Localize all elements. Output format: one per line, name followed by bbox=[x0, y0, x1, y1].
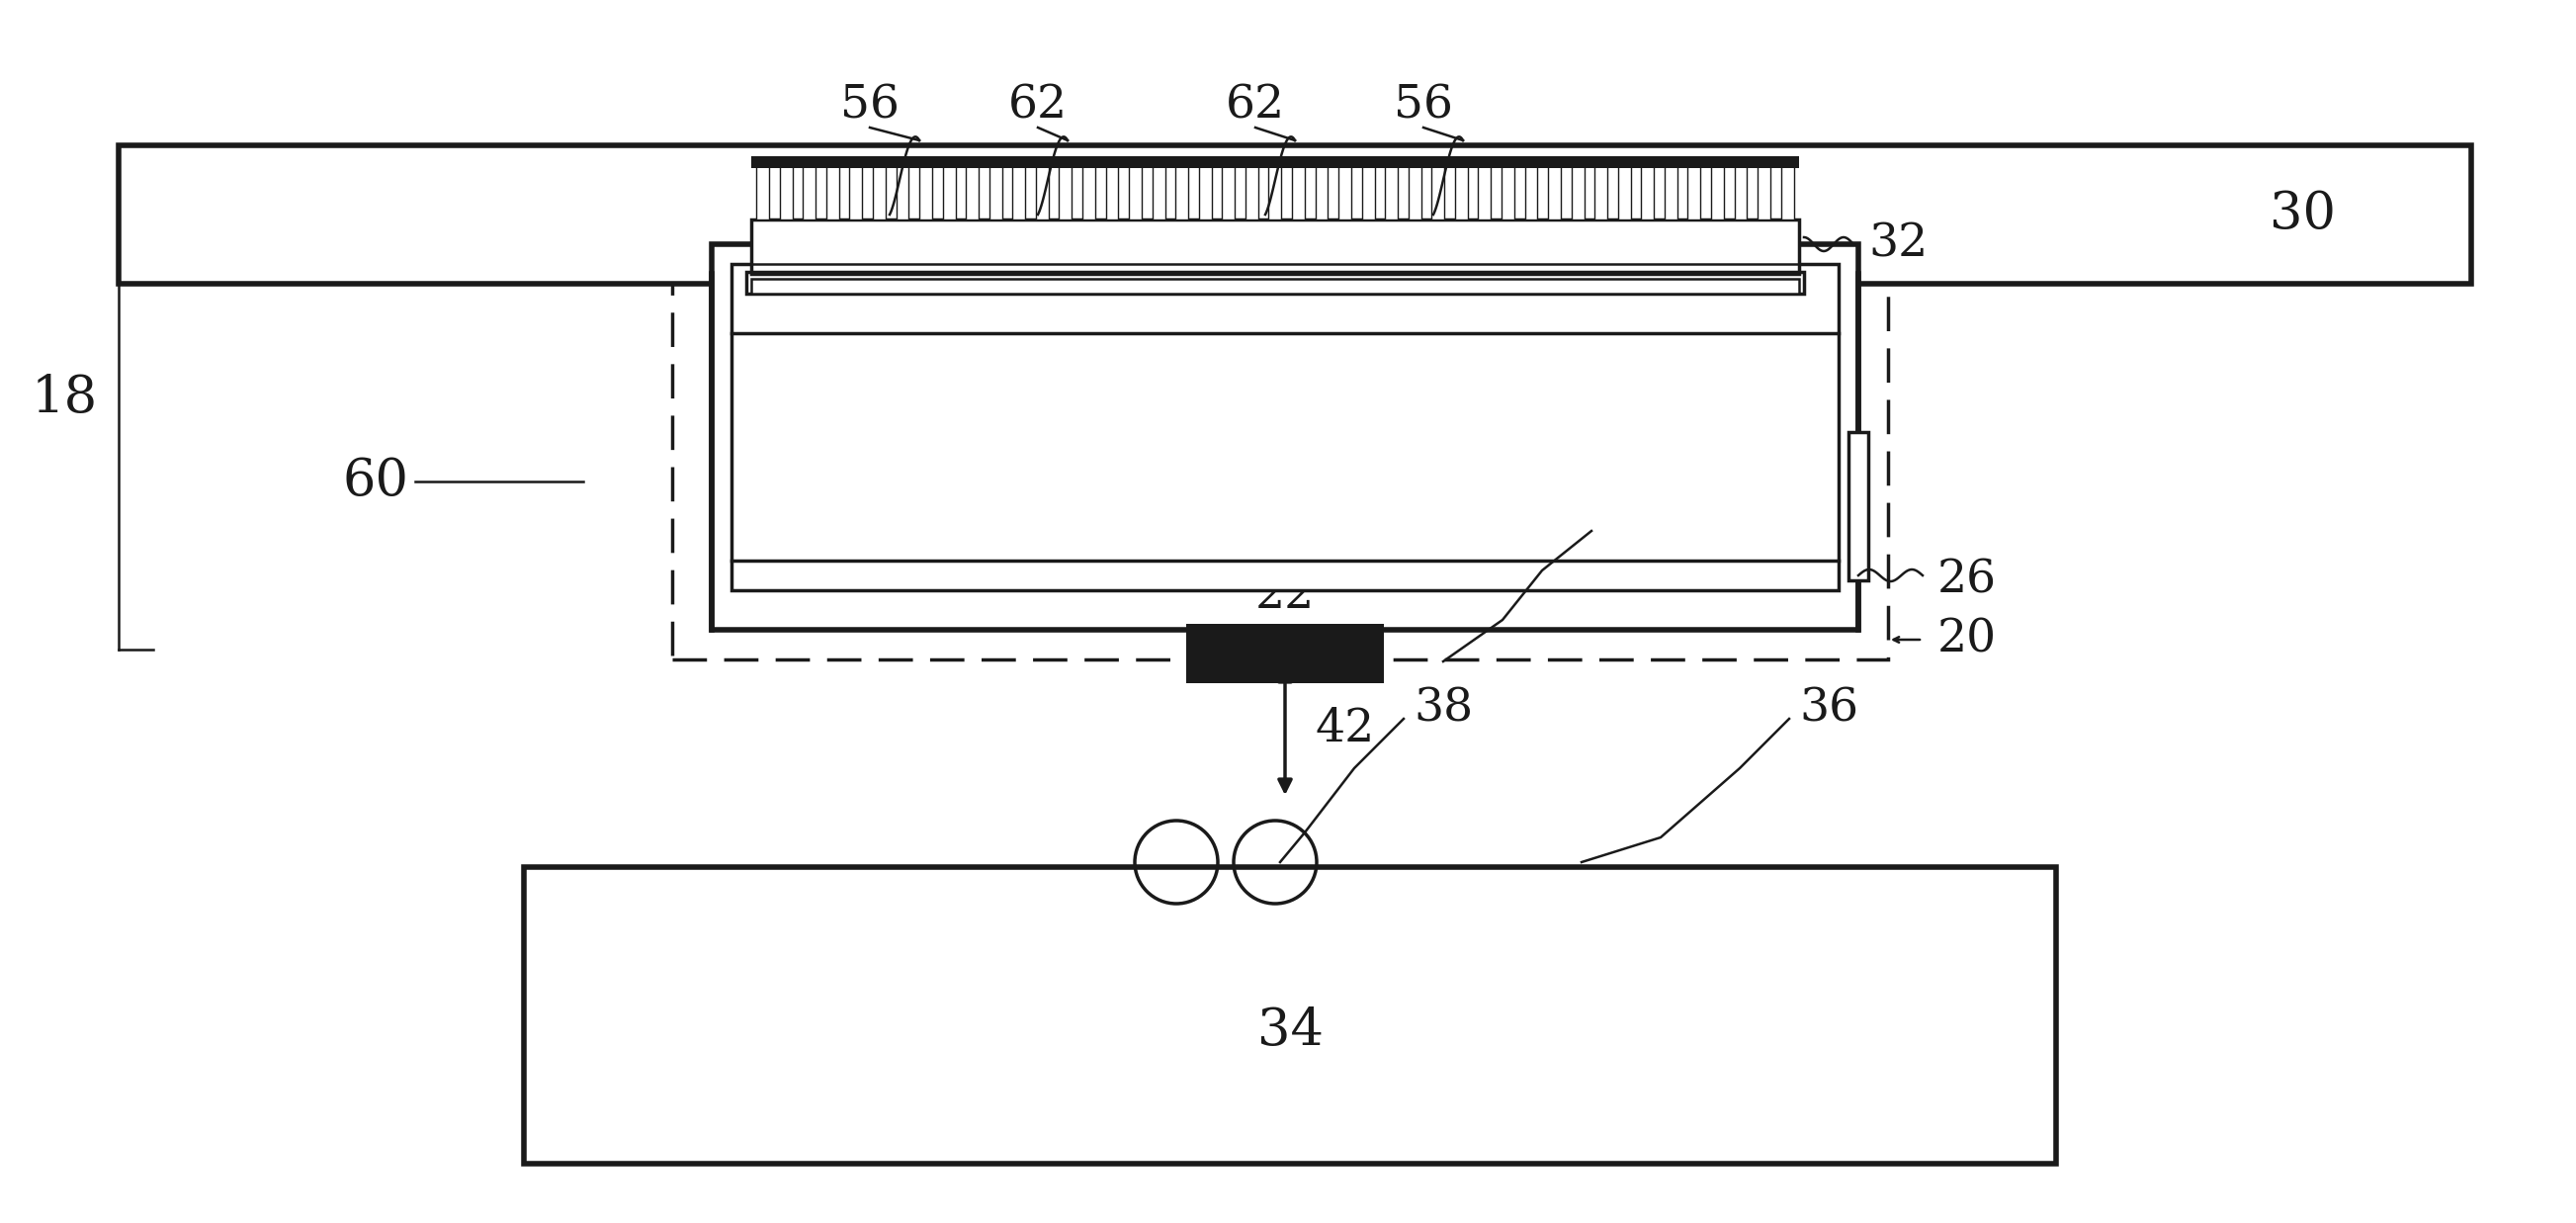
Bar bbox=[1641, 160, 1654, 219]
Bar bbox=[1734, 160, 1747, 219]
Text: 32: 32 bbox=[1868, 221, 1927, 267]
Bar bbox=[711, 245, 1857, 630]
Bar bbox=[1780, 160, 1793, 219]
Bar bbox=[966, 160, 979, 219]
Bar bbox=[1618, 160, 1631, 219]
Bar bbox=[1221, 160, 1234, 219]
Bar bbox=[747, 272, 1803, 294]
Bar bbox=[752, 219, 1798, 274]
Bar bbox=[1244, 160, 1257, 219]
Bar bbox=[1455, 160, 1468, 219]
Bar bbox=[1502, 160, 1515, 219]
Bar bbox=[896, 160, 909, 219]
Text: 56: 56 bbox=[1394, 83, 1453, 128]
Bar bbox=[989, 160, 1002, 219]
Text: 56: 56 bbox=[840, 83, 899, 128]
Text: 34: 34 bbox=[1257, 1005, 1324, 1055]
Bar bbox=[523, 867, 2056, 1163]
Bar bbox=[752, 157, 1798, 168]
Bar bbox=[1687, 160, 1700, 219]
Bar bbox=[1316, 160, 1329, 219]
Bar bbox=[873, 160, 886, 219]
Bar bbox=[752, 279, 1798, 294]
Text: 26: 26 bbox=[1937, 558, 1996, 603]
Bar bbox=[1128, 160, 1141, 219]
Bar bbox=[1012, 160, 1025, 219]
Text: 38: 38 bbox=[1414, 686, 1473, 731]
Bar bbox=[850, 160, 863, 219]
Text: 44: 44 bbox=[1602, 509, 1662, 553]
Bar bbox=[1664, 160, 1677, 219]
Bar bbox=[1036, 160, 1048, 219]
Text: 24: 24 bbox=[1252, 417, 1319, 467]
Text: 62: 62 bbox=[1007, 83, 1066, 128]
Bar bbox=[1185, 624, 1383, 684]
Bar bbox=[1363, 160, 1376, 219]
Bar bbox=[1432, 160, 1445, 219]
Bar bbox=[1479, 160, 1492, 219]
Bar bbox=[1151, 160, 1164, 219]
Bar bbox=[781, 160, 793, 219]
Bar bbox=[1757, 160, 1770, 219]
Bar bbox=[1105, 160, 1118, 219]
Bar bbox=[1409, 160, 1422, 219]
Text: 60: 60 bbox=[343, 456, 410, 506]
Bar bbox=[1525, 160, 1538, 219]
Bar bbox=[1571, 160, 1584, 219]
Bar bbox=[1548, 160, 1561, 219]
Text: 42: 42 bbox=[1314, 706, 1373, 751]
Text: 36: 36 bbox=[1798, 686, 1857, 731]
Bar bbox=[1198, 160, 1211, 219]
Bar bbox=[1293, 160, 1303, 219]
Bar bbox=[1386, 160, 1399, 219]
Bar bbox=[672, 235, 1888, 659]
Bar bbox=[1850, 432, 1868, 581]
Bar bbox=[757, 160, 770, 219]
Bar bbox=[732, 264, 1839, 591]
Bar bbox=[1082, 160, 1095, 219]
Bar bbox=[1340, 160, 1352, 219]
Bar bbox=[1175, 160, 1188, 219]
Text: 22: 22 bbox=[1255, 572, 1314, 618]
Bar bbox=[1267, 160, 1280, 219]
Bar bbox=[1059, 160, 1072, 219]
Bar bbox=[827, 160, 840, 219]
Bar bbox=[118, 146, 2470, 284]
Text: 30: 30 bbox=[2269, 190, 2336, 240]
Bar bbox=[943, 160, 956, 219]
Bar bbox=[920, 160, 933, 219]
Bar bbox=[1710, 160, 1723, 219]
Text: 62: 62 bbox=[1226, 83, 1285, 128]
Bar bbox=[804, 160, 817, 219]
Text: 18: 18 bbox=[31, 372, 98, 423]
Text: 20: 20 bbox=[1937, 618, 1996, 662]
Bar bbox=[1595, 160, 1607, 219]
